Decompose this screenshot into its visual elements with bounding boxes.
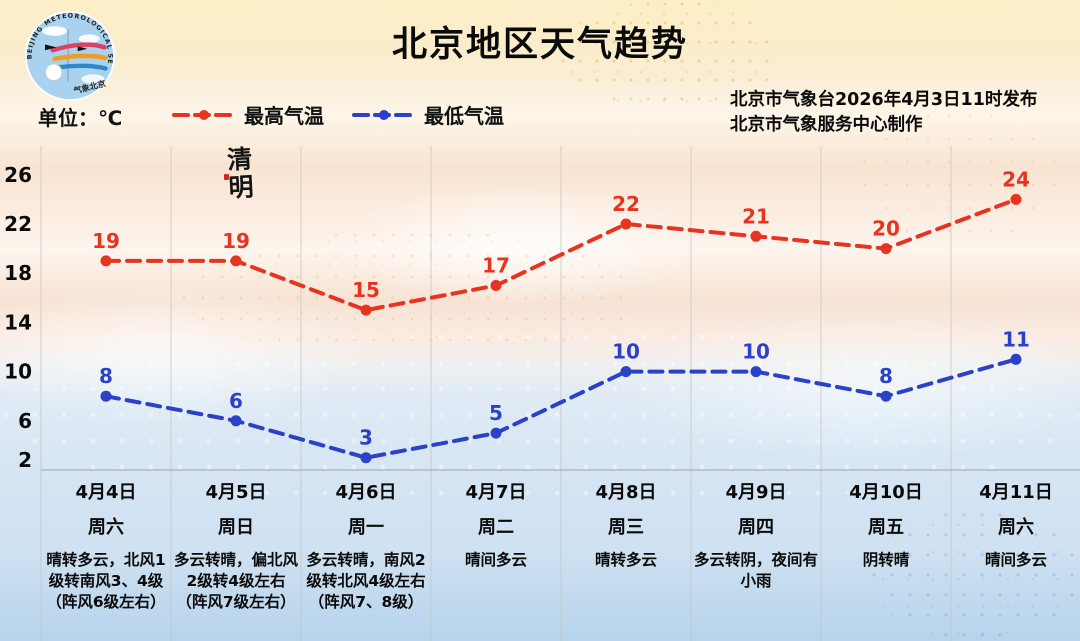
- weather-description: 晴间多云: [984, 551, 1047, 569]
- data-point: [100, 390, 112, 402]
- issuer-line2: 北京市气象服务中心制作: [730, 115, 923, 135]
- radome-icon: [44, 63, 63, 82]
- y-axis-tick-label: 14: [4, 310, 32, 334]
- data-point: [750, 366, 762, 378]
- date-label: 4月7日: [465, 482, 527, 503]
- legend: 最高气温 最低气温: [172, 100, 504, 129]
- weekday-label: 周三: [608, 517, 644, 538]
- arrow-icon: [45, 44, 57, 51]
- weekday-label: 周日: [218, 517, 254, 538]
- data-label: 22: [612, 192, 640, 216]
- weekday-label: 周二: [478, 517, 514, 538]
- red-seal-mark: [224, 174, 229, 180]
- data-label: 6: [229, 389, 243, 413]
- date-label: 4月6日: [335, 482, 397, 503]
- issuer-info: 北京市气象台2026年4月3日11时发布 北京市气象服务中心制作: [730, 88, 1037, 138]
- beijing-meteorological-service-logo: BEIJING METEOROLOGICAL SERVICE 气象北京: [24, 10, 116, 102]
- legend-label-min-temp: 最低气温: [424, 104, 504, 128]
- blue-swoosh: [54, 63, 108, 71]
- data-label: 10: [742, 340, 770, 364]
- day-column: 4月8日 周三 晴转多云: [561, 478, 691, 571]
- cloud-icon: [42, 26, 68, 36]
- data-point: [490, 280, 502, 291]
- min-temp-line-swatch: [352, 109, 416, 120]
- data-point: [360, 452, 372, 464]
- data-point: [620, 366, 632, 378]
- day-column: 4月5日 周日 多云转晴，偏北风2级转4级左右（阵风7级左右）: [171, 478, 301, 613]
- day-column: 4月4日 周六 晴转多云，北风1级转南风3、4级（阵风6级左右）: [41, 478, 171, 613]
- y-axis-tick-label: 6: [18, 409, 32, 433]
- weather-description: 晴间多云: [464, 551, 527, 569]
- red-swoosh: [50, 42, 107, 53]
- data-point: [1010, 353, 1022, 365]
- weather-description: 多云转晴，偏北风2级转4级左右（阵风7级左右）: [173, 551, 298, 611]
- max-temp-line-swatch: [172, 109, 236, 120]
- data-label: 10: [612, 340, 640, 364]
- data-label: 8: [879, 364, 893, 388]
- day-column: 4月10日 周五 阴转晴: [821, 478, 951, 571]
- day-column: 4月7日 周二 晴间多云: [431, 478, 561, 571]
- data-point: [1010, 193, 1022, 205]
- data-label: 11: [1002, 327, 1030, 351]
- data-point: [360, 304, 372, 316]
- weekday-label: 周六: [998, 517, 1034, 538]
- cloud-icon: [81, 74, 105, 84]
- date-label: 4月11日: [979, 482, 1053, 503]
- weekday-label: 周六: [88, 517, 124, 538]
- issuer-line1: 北京市气象台2026年4月3日11时发布: [730, 90, 1038, 110]
- weather-description: 多云转晴，南风2级转北风4级左右（阵风7、8级）: [306, 551, 426, 611]
- date-weather-table: 4月4日 周六 晴转多云，北风1级转南风3、4级（阵风6级左右） 4月5日 周日…: [0, 478, 1080, 641]
- weather-description: 晴转多云: [594, 551, 657, 569]
- series-line: [104, 357, 1018, 460]
- data-label: 15: [352, 278, 380, 302]
- page-title: 北京地区天气趋势: [391, 25, 688, 65]
- legend-item-max-temp: 最高气温: [172, 100, 324, 129]
- data-label: 19: [92, 229, 120, 253]
- weekday-label: 周一: [348, 517, 384, 538]
- date-label: 4月4日: [75, 482, 137, 503]
- data-label: 17: [482, 254, 510, 278]
- weekday-label: 周五: [868, 517, 904, 538]
- data-point: [750, 230, 762, 242]
- data-label: 5: [489, 401, 503, 425]
- day-column: 4月6日 周一 多云转晴，南风2级转北风4级左右（阵风7、8级）: [301, 478, 431, 613]
- day-column: 4月11日 周六 晴间多云: [951, 478, 1080, 571]
- data-point: [880, 243, 892, 255]
- day-column: 4月9日 周四 多云转阴，夜间有小雨: [691, 478, 821, 592]
- data-label: 24: [1002, 167, 1030, 191]
- y-axis-tick-label: 26: [4, 163, 32, 187]
- orange-swoosh: [52, 53, 108, 62]
- legend-label-max-temp: 最高气温: [244, 104, 324, 128]
- weekday-label: 周四: [738, 517, 774, 538]
- date-label: 4月8日: [595, 482, 657, 503]
- data-label: 8: [99, 364, 113, 388]
- date-label: 4月10日: [849, 482, 923, 503]
- data-point: [100, 255, 112, 267]
- unit-label: 单位：℃: [38, 106, 123, 130]
- legend-item-min-temp: 最低气温: [352, 100, 504, 129]
- weather-description: 多云转阴，夜间有小雨: [693, 551, 818, 590]
- data-label: 20: [872, 217, 900, 241]
- data-point: [230, 255, 242, 267]
- date-label: 4月9日: [725, 482, 787, 503]
- y-axis-tick-label: 2: [18, 448, 32, 472]
- cloud-icon: [78, 34, 100, 44]
- data-point: [880, 390, 892, 402]
- data-point: [620, 218, 632, 230]
- y-axis-tick-label: 10: [4, 360, 32, 384]
- weather-description: 阴转晴: [862, 551, 910, 569]
- weather-description: 晴转多云，北风1级转南风3、4级（阵风6级左右）: [46, 551, 166, 611]
- series-line: [104, 197, 1018, 313]
- y-axis-tick-label: 18: [4, 261, 32, 285]
- data-point: [230, 415, 242, 427]
- data-point: [490, 427, 502, 439]
- date-label: 4月5日: [205, 482, 267, 503]
- y-axis-tick-label: 22: [4, 212, 32, 236]
- data-label: 19: [222, 229, 250, 253]
- data-label: 3: [359, 426, 373, 450]
- arrow-icon: [77, 46, 88, 52]
- data-label: 21: [742, 204, 770, 228]
